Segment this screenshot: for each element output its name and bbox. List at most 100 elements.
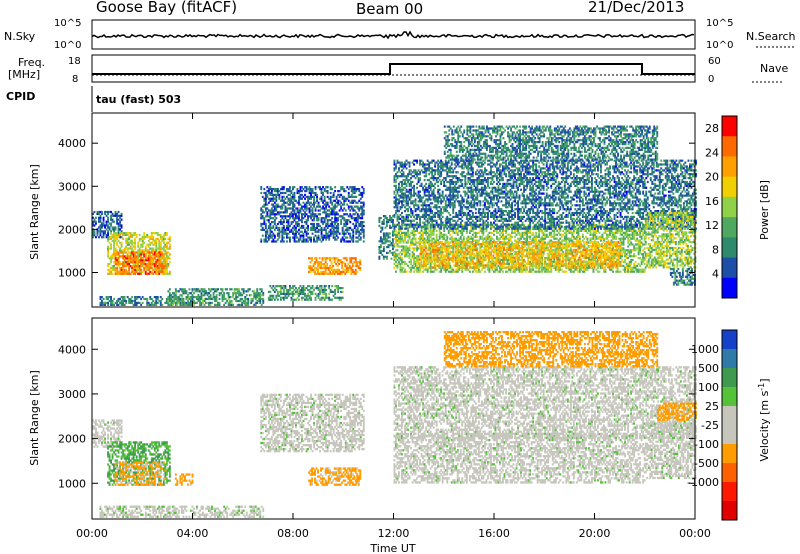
echo-cell [119, 228, 121, 230]
echo-cell [263, 188, 265, 190]
echo-cell [167, 263, 169, 265]
echo-cell [118, 261, 120, 263]
echo-cell [249, 288, 251, 290]
echo-cell [164, 265, 166, 267]
echo-cell [118, 253, 120, 255]
echo-cell [240, 292, 242, 294]
echo-cell [104, 304, 106, 306]
echo-cell [169, 253, 171, 255]
echo-cell [133, 249, 135, 251]
echo-cell [155, 240, 157, 242]
echo-cell [134, 240, 136, 242]
echo-cell [167, 265, 169, 267]
echo-cell [160, 302, 162, 304]
echo-cell [131, 261, 133, 263]
echo-cell [167, 302, 169, 304]
echo-cell [260, 186, 262, 188]
echo-cell [109, 242, 111, 244]
date-title: 21/Dec/2013 [588, 0, 684, 16]
echo-cell [100, 232, 102, 234]
echo-cell [100, 215, 102, 217]
echo-cell [113, 242, 115, 244]
echo-cell [121, 213, 123, 215]
echo-cell [124, 304, 126, 306]
echo-cell [201, 298, 203, 300]
echo-cell [155, 246, 157, 248]
echo-cell [98, 236, 100, 238]
echo-cell [151, 242, 153, 244]
echo-cell [260, 207, 262, 209]
echo-cell [116, 244, 118, 246]
echo-cell [175, 302, 177, 304]
echo-cell [167, 242, 169, 244]
echo-cell [106, 228, 108, 230]
echo-cell [263, 211, 265, 213]
echo-cell [122, 261, 124, 263]
echo-cell [157, 298, 159, 300]
echo-cell [127, 253, 129, 255]
echo-cell [256, 290, 258, 292]
power-echo-cells [92, 126, 697, 307]
echo-cell [169, 240, 171, 242]
echo-cell [134, 232, 136, 234]
echo-cell [155, 300, 157, 302]
freq-panel: Freq. [MHz] 18 8 60 0 Nave [8, 55, 788, 85]
echo-cell [193, 292, 195, 294]
echo-cell [237, 296, 239, 298]
echo-cell [107, 251, 109, 253]
echo-cell [164, 263, 166, 265]
echo-cell [176, 304, 178, 306]
echo-cell [128, 238, 130, 240]
echo-cell [134, 248, 136, 250]
echo-cell [265, 200, 267, 202]
power-panel: 1000200030004000 Slant Range [km] 481216… [28, 113, 771, 307]
echo-cell [210, 294, 212, 296]
echo-cell [118, 211, 120, 213]
echo-cell [260, 213, 262, 215]
echo-cell [265, 192, 267, 194]
echo-cell [160, 246, 162, 248]
echo-cell [198, 294, 200, 296]
echo-cell [262, 227, 264, 229]
echo-cell [192, 290, 194, 292]
echo-cell [157, 302, 159, 304]
echo-cell [202, 302, 204, 304]
echo-cell [143, 269, 145, 271]
echo-cell [178, 290, 180, 292]
echo-cell [255, 298, 257, 300]
echo-cell [152, 300, 154, 302]
echo-cell [100, 228, 102, 230]
echo-cell [262, 300, 264, 302]
echo-cell [263, 217, 265, 219]
echo-cell [136, 259, 138, 261]
echo-cell [161, 298, 163, 300]
echo-cell [122, 257, 124, 259]
echo-cell [113, 304, 115, 306]
echo-cell [133, 259, 135, 261]
echo-cell [134, 242, 136, 244]
echo-cell [112, 300, 114, 302]
echo-cell [116, 302, 118, 304]
echo-cell [142, 244, 144, 246]
echo-cell [97, 232, 99, 234]
echo-cell [189, 304, 191, 306]
echo-cell [107, 249, 109, 251]
echo-cell [146, 298, 148, 300]
echo-cell [220, 292, 222, 294]
echo-cell [128, 271, 130, 273]
echo-cell [262, 215, 264, 217]
echo-cell [116, 232, 118, 234]
echo-cell [178, 296, 180, 298]
freq-unit-label: [MHz] [8, 68, 40, 81]
echo-cell [110, 224, 112, 226]
echo-cell [163, 273, 165, 275]
echo-cell [166, 232, 168, 234]
echo-cell [100, 221, 102, 223]
echo-cell [124, 273, 126, 275]
echo-cell [265, 202, 267, 204]
echo-cell [167, 255, 169, 257]
echo-cell [152, 269, 154, 271]
echo-cell [139, 296, 141, 298]
echo-cell [113, 298, 115, 300]
echo-cell [100, 219, 102, 221]
